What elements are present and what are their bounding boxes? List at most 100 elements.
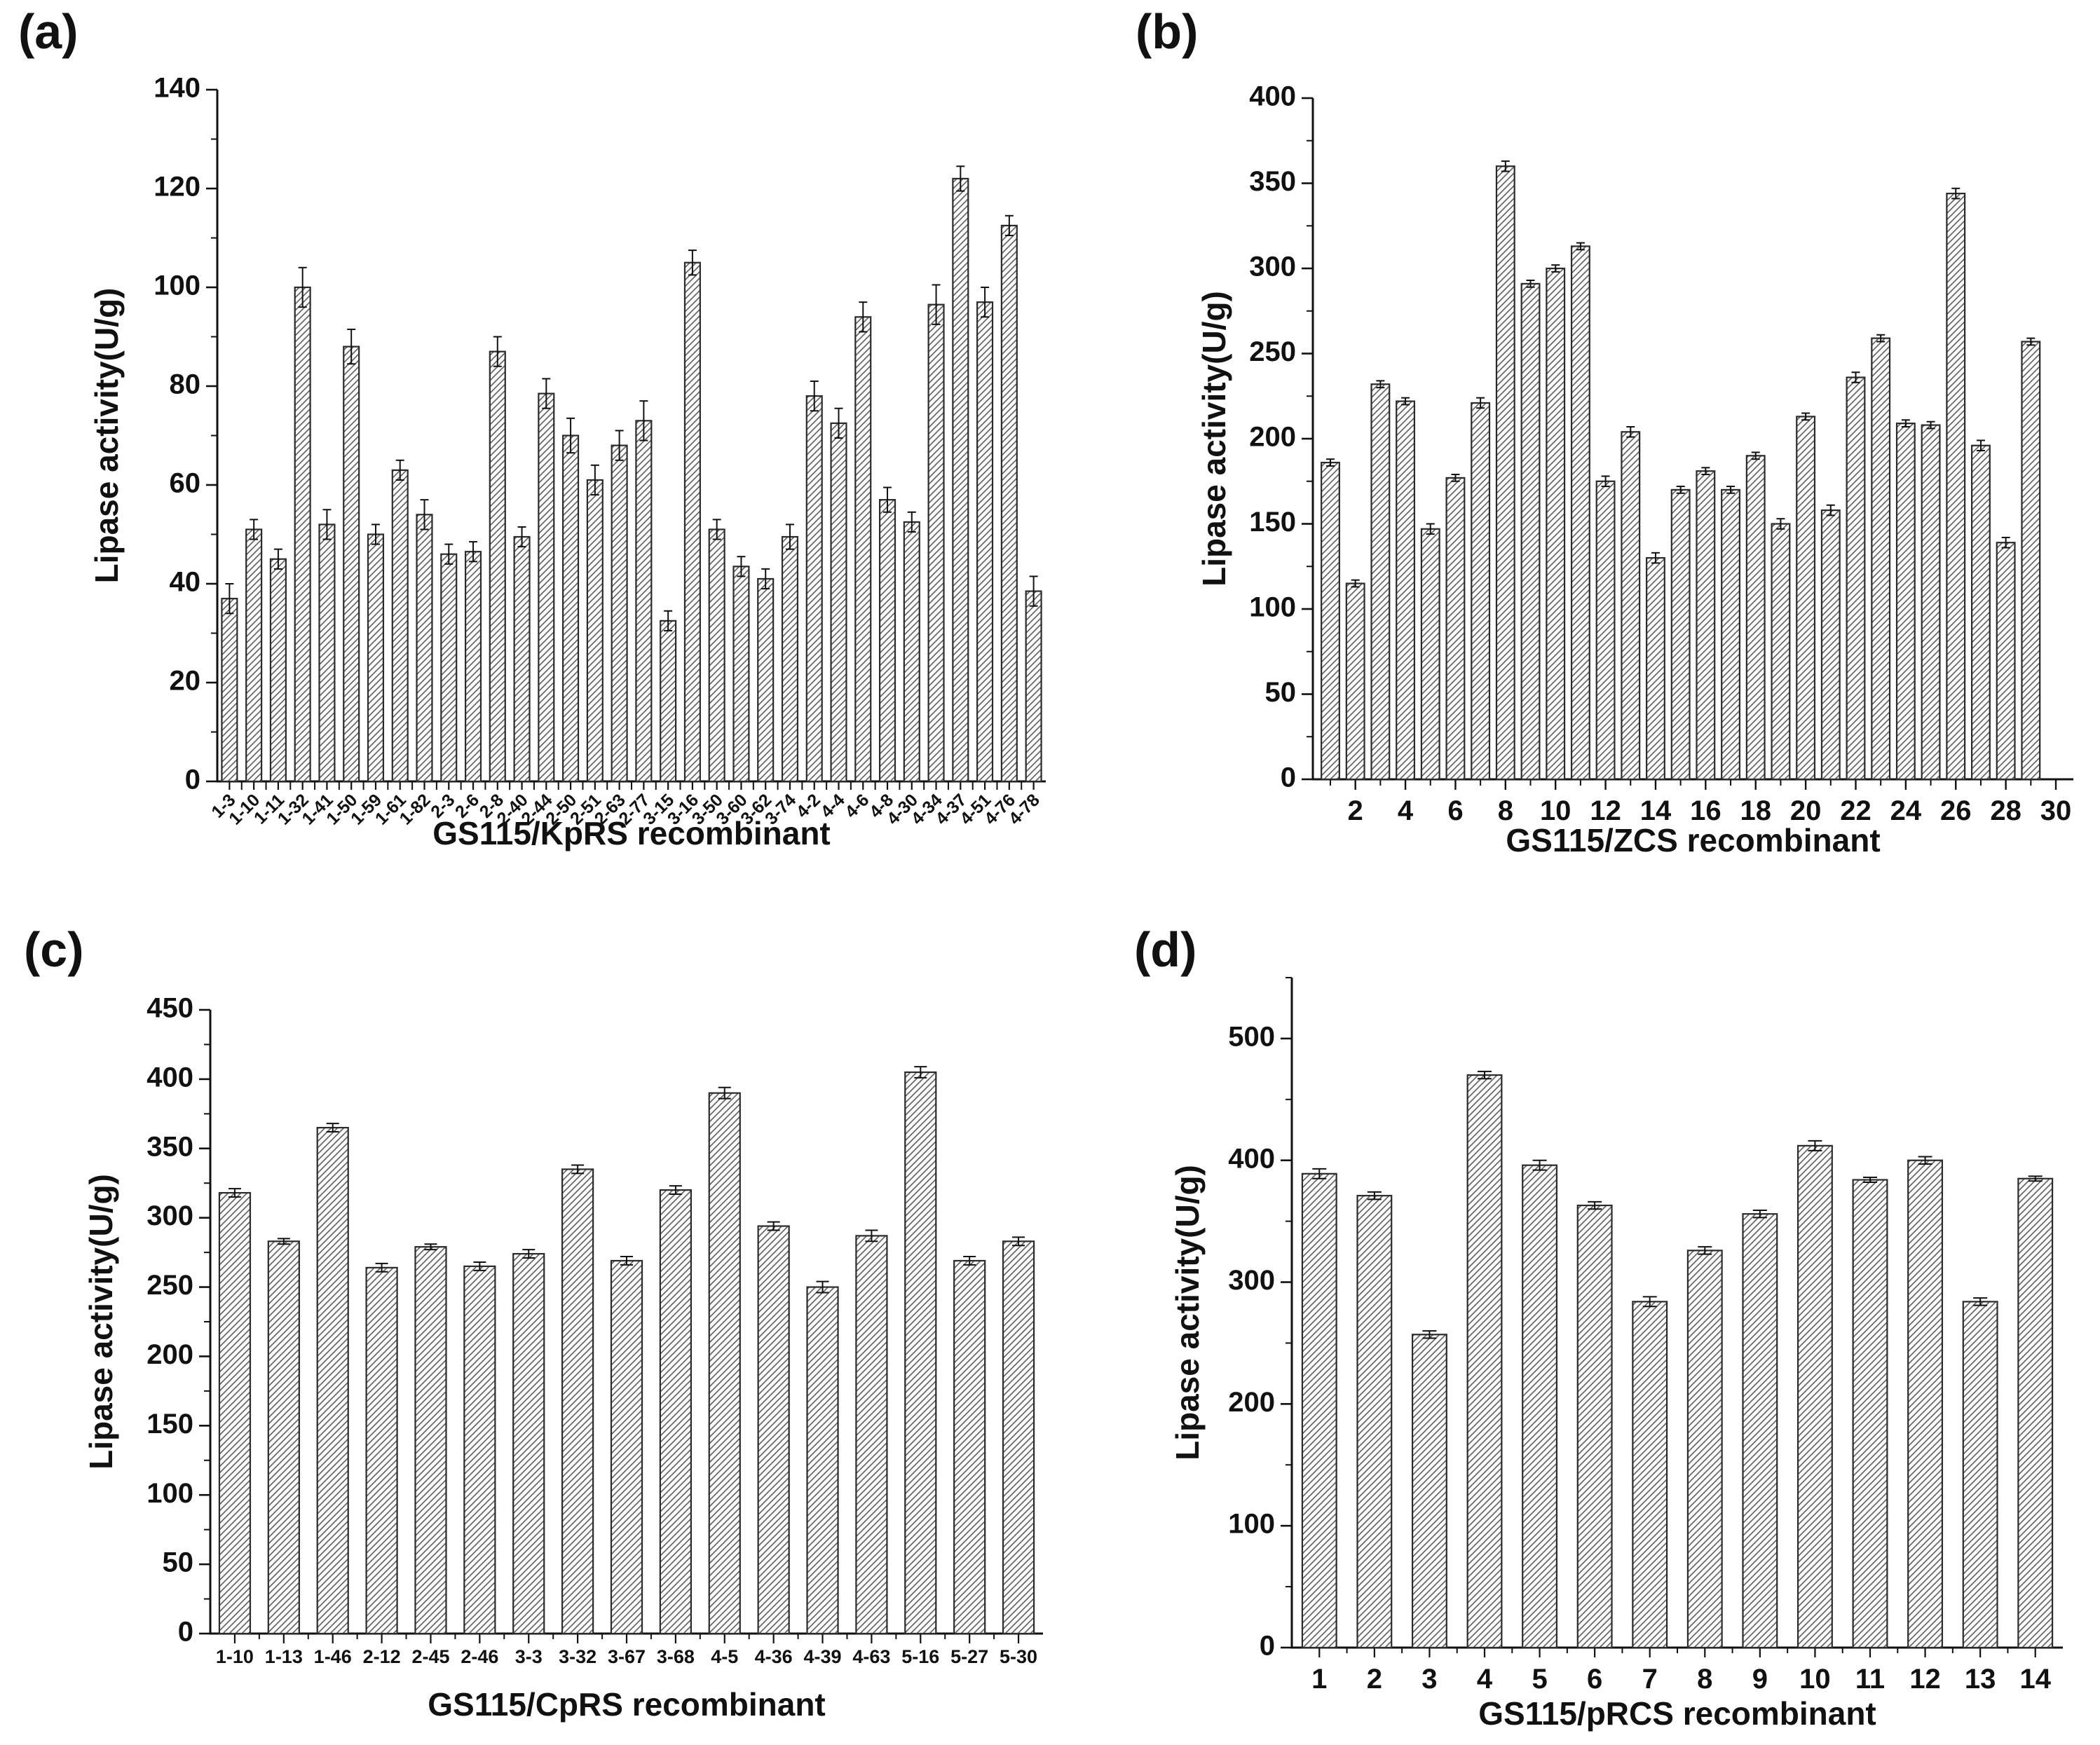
bar: [512, 1252, 545, 1635]
x-tick-label: 9: [1752, 1664, 1768, 1695]
y-tick-label: 20: [170, 666, 201, 697]
bar: [903, 521, 920, 783]
bar: [1471, 402, 1491, 781]
y-tick-label: 150: [146, 1409, 193, 1439]
bar: [218, 1191, 252, 1635]
bar: [1321, 461, 1340, 781]
bar: [708, 1092, 741, 1635]
y-tick-label: 0: [185, 765, 200, 795]
y-tick-label: 300: [146, 1200, 193, 1231]
bar: [561, 1168, 594, 1635]
x-tick-label: 4-63: [852, 1646, 890, 1667]
bar: [1921, 424, 1941, 781]
x-tick-label: 28: [1990, 795, 2021, 826]
y-tick-label: 100: [146, 1478, 193, 1509]
bar: [1962, 1301, 1998, 1649]
bar: [1522, 1164, 1558, 1649]
bar: [1396, 400, 1416, 781]
panel-c-letter: (c): [24, 922, 84, 977]
bar: [781, 535, 799, 783]
bar: [343, 345, 360, 783]
bar: [1696, 470, 1716, 781]
bar: [2021, 341, 2041, 781]
x-tick-label: 13: [1965, 1664, 1996, 1695]
x-tick-label: 22: [1840, 795, 1871, 826]
bar: [1370, 383, 1391, 781]
y-tick-label: 60: [170, 468, 201, 499]
y-tick-label: 100: [1249, 592, 1296, 623]
x-tick-label: 20: [1790, 795, 1822, 826]
bar: [464, 551, 482, 783]
bar: [1646, 556, 1665, 781]
bar: [1576, 1204, 1613, 1649]
bar: [1721, 488, 1740, 781]
x-tick-label: 3-32: [559, 1646, 596, 1667]
y-tick-label: 0: [1281, 762, 1296, 793]
bar: [659, 1189, 692, 1635]
x-tick-label: 6: [1587, 1664, 1602, 1695]
x-tick-label: 3-68: [657, 1646, 695, 1667]
panel-a-chart: 0204060801001201401-31-101-111-321-411-5…: [88, 73, 1046, 851]
bar: [463, 1265, 496, 1635]
y-tick-label: 500: [1228, 1021, 1275, 1052]
y-tick-label: 200: [146, 1339, 193, 1370]
bar: [855, 1235, 888, 1635]
x-tick-label: 4-36: [755, 1646, 793, 1667]
bar: [1970, 444, 1991, 781]
x-tick-label: 12: [1909, 1664, 1941, 1695]
bar: [1796, 416, 1816, 781]
bar: [1745, 455, 1766, 781]
bar: [1871, 337, 1891, 781]
x-tick-label: 8: [1697, 1664, 1712, 1695]
x-tick-label: 3-67: [608, 1646, 646, 1667]
bar: [221, 598, 238, 783]
bar: [1000, 224, 1018, 783]
panel-d-letter: (d): [1134, 922, 1197, 977]
bar: [1356, 1195, 1393, 1649]
bar: [416, 514, 433, 783]
x-tick-label: 2-46: [461, 1646, 498, 1667]
y-tick-label: 300: [1228, 1265, 1275, 1296]
bar: [538, 392, 555, 783]
bar: [904, 1071, 937, 1635]
x-tick-label: 2: [1348, 795, 1363, 826]
y-tick-label: 450: [146, 993, 193, 1024]
x-tick-label: 10: [1540, 795, 1571, 826]
bar: [976, 301, 994, 783]
bar: [414, 1246, 447, 1635]
panel-c-chart: 0 50 100 150 200 250 300 350 400 450 1-10 1-13 1-46 2…: [83, 993, 1043, 1723]
x-tick-label: 3-3: [515, 1646, 543, 1667]
x-tick-label: 2-12: [363, 1646, 401, 1667]
bar: [1771, 523, 1791, 781]
x-axis-title: GS115/KpRS recombinant: [432, 815, 831, 851]
bar: [2017, 1177, 2054, 1649]
y-axis-title: Lipase activity(U/g): [83, 1174, 119, 1470]
y-tick-label: 0: [1260, 1631, 1275, 1662]
x-tick-label: 6: [1447, 795, 1463, 826]
panel-a-letter: (a): [18, 4, 79, 59]
x-tick-label: 12: [1590, 795, 1621, 826]
y-tick-label: 200: [1249, 422, 1296, 453]
bar: [708, 528, 725, 783]
x-tick-label: 2-45: [411, 1646, 449, 1667]
panel-b-letter: (b): [1136, 4, 1199, 59]
x-tick-label: 1-13: [265, 1646, 303, 1667]
y-tick-label: 0: [178, 1617, 193, 1648]
bar: [316, 1127, 349, 1635]
x-tick-label: 14: [1640, 795, 1672, 826]
y-tick-label: 350: [146, 1131, 193, 1162]
bar: [269, 558, 287, 783]
y-tick-label: 150: [1249, 507, 1296, 538]
bar: [927, 303, 945, 783]
bar: [1595, 480, 1616, 781]
bar: [805, 395, 823, 783]
y-tick-label: 120: [154, 172, 200, 203]
bar: [562, 434, 580, 783]
x-tick-label: 11: [1855, 1664, 1885, 1695]
x-tick-label: 5-27: [950, 1646, 988, 1667]
x-tick-label: 16: [1690, 795, 1721, 826]
y-tick-label: 100: [154, 271, 200, 301]
